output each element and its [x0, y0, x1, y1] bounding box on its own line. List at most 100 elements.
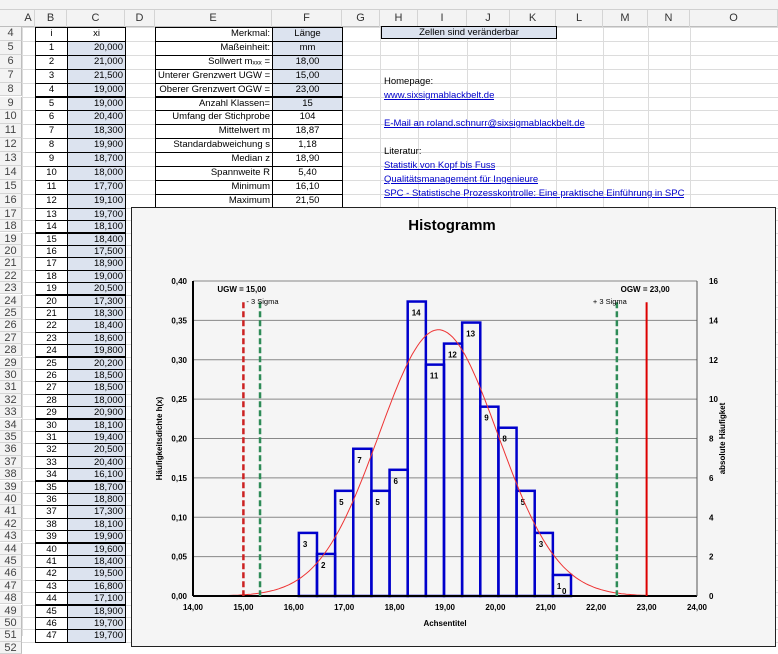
xi-value-cell[interactable]: 21,500: [67, 68, 126, 84]
xi-value-cell[interactable]: 19,000: [67, 82, 126, 98]
row-header[interactable]: 46: [0, 567, 22, 580]
row-header[interactable]: 41: [0, 505, 22, 518]
row-header[interactable]: 5: [0, 40, 22, 55]
xi-value-cell[interactable]: 18,400: [67, 232, 126, 246]
row-header[interactable]: 40: [0, 492, 22, 506]
param-value[interactable]: 15: [272, 96, 343, 112]
xi-value-cell[interactable]: 18,100: [67, 418, 126, 432]
xi-value-cell[interactable]: 20,000: [67, 40, 126, 56]
xi-value-cell[interactable]: 18,100: [67, 517, 126, 532]
row-header[interactable]: 24: [0, 294, 22, 307]
row-header[interactable]: 30: [0, 368, 22, 382]
xi-value-cell[interactable]: 19,000: [67, 96, 126, 112]
row-header[interactable]: 35: [0, 430, 22, 444]
xi-value-cell[interactable]: 18,400: [67, 554, 126, 569]
column-header-n[interactable]: N: [648, 10, 690, 27]
column-header-i[interactable]: I: [418, 10, 467, 27]
email-link[interactable]: E-Mail an roland.schnurr@sixsigmablackbe…: [384, 118, 585, 129]
xi-value-cell[interactable]: 20,400: [67, 110, 126, 126]
column-header-m[interactable]: M: [603, 10, 648, 27]
xi-value-cell[interactable]: 16,800: [67, 579, 126, 594]
xi-value-cell[interactable]: 19,600: [67, 542, 126, 556]
row-header[interactable]: 47: [0, 579, 22, 593]
xi-value-cell[interactable]: 18,300: [67, 124, 126, 140]
row-header[interactable]: 33: [0, 406, 22, 419]
row-header[interactable]: 12: [0, 138, 22, 153]
row-header[interactable]: 43: [0, 530, 22, 543]
row-header[interactable]: 6: [0, 54, 22, 69]
row-header[interactable]: 37: [0, 455, 22, 469]
row-header[interactable]: 8: [0, 82, 22, 97]
xi-value-cell[interactable]: 19,000: [67, 269, 126, 284]
row-header[interactable]: 34: [0, 418, 22, 431]
xi-value-cell[interactable]: 17,100: [67, 592, 126, 606]
xi-value-cell[interactable]: 18,700: [67, 480, 126, 494]
param-value[interactable]: 15,00: [272, 68, 343, 84]
xi-value-cell[interactable]: 16,100: [67, 468, 126, 482]
xi-value-cell[interactable]: 20,900: [67, 406, 126, 420]
xi-value-cell[interactable]: 19,700: [67, 616, 126, 631]
column-header-j[interactable]: J: [467, 10, 510, 27]
column-header-c[interactable]: C: [67, 10, 125, 27]
row-header[interactable]: 4: [0, 27, 22, 41]
xi-value-cell[interactable]: 19,800: [67, 344, 126, 358]
column-header-l[interactable]: L: [556, 10, 603, 27]
xi-value-cell[interactable]: 18,300: [67, 306, 126, 321]
row-header[interactable]: 22: [0, 269, 22, 283]
column-header-a[interactable]: A: [22, 10, 35, 27]
param-value[interactable]: 18,00: [272, 54, 343, 70]
row-header[interactable]: 11: [0, 124, 22, 139]
column-header-h[interactable]: H: [380, 10, 418, 27]
book-link[interactable]: SPC - Statistische Prozesskontrolle: Ein…: [384, 188, 685, 199]
param-value[interactable]: 23,00: [272, 82, 343, 98]
column-header-k[interactable]: K: [510, 10, 556, 27]
row-header[interactable]: 38: [0, 468, 22, 481]
param-value[interactable]: Länge: [272, 27, 343, 42]
row-header[interactable]: 39: [0, 480, 22, 493]
row-header[interactable]: 28: [0, 344, 22, 357]
column-header-d[interactable]: D: [125, 10, 155, 27]
column-header-b[interactable]: B: [35, 10, 67, 27]
row-header[interactable]: 52: [0, 641, 22, 654]
column-header-o[interactable]: O: [690, 10, 778, 27]
row-header[interactable]: 13: [0, 152, 22, 166]
row-header[interactable]: 51: [0, 629, 22, 642]
xi-value-cell[interactable]: 18,500: [67, 368, 126, 383]
row-header[interactable]: 10: [0, 110, 22, 125]
xi-value-cell[interactable]: 17,300: [67, 294, 126, 308]
xi-value-cell[interactable]: 18,000: [67, 166, 126, 181]
column-header-f[interactable]: F: [272, 10, 342, 27]
row-header[interactable]: 23: [0, 282, 22, 295]
book-link[interactable]: Statistik von Kopf bis Fuss: [384, 160, 496, 171]
row-header[interactable]: 20: [0, 244, 22, 258]
row-header[interactable]: 18: [0, 220, 22, 233]
row-header[interactable]: 17: [0, 207, 22, 221]
row-header[interactable]: 26: [0, 319, 22, 332]
row-header[interactable]: 14: [0, 166, 22, 180]
xi-value-cell[interactable]: 18,000: [67, 393, 126, 408]
xi-value-cell[interactable]: 19,100: [67, 193, 126, 209]
xi-value-cell[interactable]: 18,500: [67, 381, 126, 395]
xi-value-cell[interactable]: 19,400: [67, 430, 126, 445]
row-header[interactable]: 25: [0, 306, 22, 320]
row-header[interactable]: 27: [0, 331, 22, 345]
xi-value-cell[interactable]: 18,900: [67, 604, 126, 618]
xi-value-cell[interactable]: 18,600: [67, 331, 126, 346]
row-header[interactable]: 15: [0, 179, 22, 194]
xi-value-cell[interactable]: 20,400: [67, 455, 126, 470]
row-header[interactable]: 44: [0, 542, 22, 555]
xi-value-cell[interactable]: 19,900: [67, 138, 126, 154]
xi-value-cell[interactable]: 21,000: [67, 54, 126, 70]
row-header[interactable]: 48: [0, 592, 22, 605]
row-header[interactable]: 31: [0, 381, 22, 394]
xi-value-cell[interactable]: 19,900: [67, 530, 126, 544]
row-header[interactable]: 29: [0, 356, 22, 369]
xi-value-cell[interactable]: 20,200: [67, 356, 126, 370]
xi-value-cell[interactable]: 18,700: [67, 152, 126, 167]
row-header[interactable]: 36: [0, 443, 22, 456]
xi-value-cell[interactable]: 17,700: [67, 179, 126, 195]
book-link[interactable]: Qualitätsmanagement für Ingenieure: [384, 174, 539, 185]
xi-value-cell[interactable]: 20,500: [67, 443, 126, 457]
xi-value-cell[interactable]: 20,500: [67, 282, 126, 296]
row-header[interactable]: 45: [0, 554, 22, 568]
